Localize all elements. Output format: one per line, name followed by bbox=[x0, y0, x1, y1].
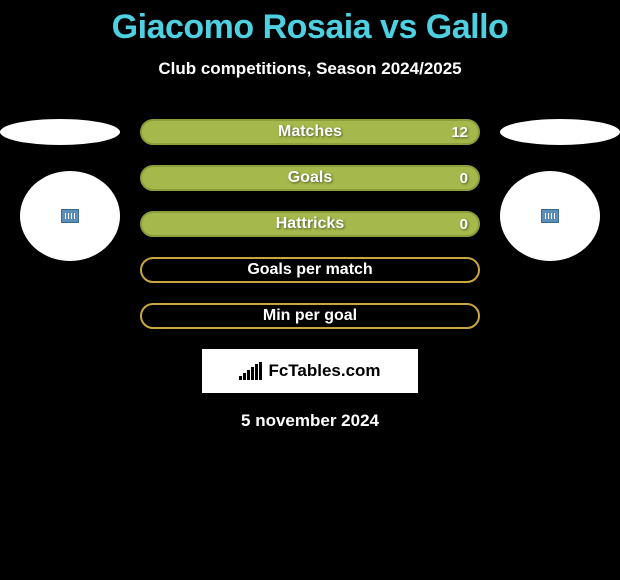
logo-text: FcTables.com bbox=[268, 361, 380, 381]
stat-row-goals: Goals 0 bbox=[140, 165, 480, 191]
right-top-ellipse bbox=[500, 119, 620, 145]
stat-value: 0 bbox=[460, 216, 468, 233]
stat-rows: Matches 12 Goals 0 Hattricks 0 Goals per… bbox=[140, 119, 480, 329]
right-player-avatar bbox=[500, 171, 600, 261]
date-text: 5 november 2024 bbox=[0, 411, 620, 431]
logo-box: FcTables.com bbox=[202, 349, 418, 393]
stat-row-matches: Matches 12 bbox=[140, 119, 480, 145]
stat-value: 0 bbox=[460, 170, 468, 187]
stat-label: Matches bbox=[278, 123, 342, 141]
placeholder-icon bbox=[541, 209, 559, 223]
content-area: Matches 12 Goals 0 Hattricks 0 Goals per… bbox=[0, 119, 620, 431]
stat-label: Goals per match bbox=[247, 261, 372, 279]
left-top-ellipse bbox=[0, 119, 120, 145]
left-player-avatar bbox=[20, 171, 120, 261]
stat-row-hattricks: Hattricks 0 bbox=[140, 211, 480, 237]
stat-label: Hattricks bbox=[276, 215, 344, 233]
page-subtitle: Club competitions, Season 2024/2025 bbox=[0, 59, 620, 79]
stat-value: 12 bbox=[451, 124, 468, 141]
page-title: Giacomo Rosaia vs Gallo bbox=[0, 0, 620, 47]
stat-row-min-per-goal: Min per goal bbox=[140, 303, 480, 329]
placeholder-icon bbox=[61, 209, 79, 223]
logo-bars-icon bbox=[239, 362, 262, 380]
stat-row-goals-per-match: Goals per match bbox=[140, 257, 480, 283]
stat-label: Min per goal bbox=[263, 307, 357, 325]
stat-label: Goals bbox=[288, 169, 332, 187]
